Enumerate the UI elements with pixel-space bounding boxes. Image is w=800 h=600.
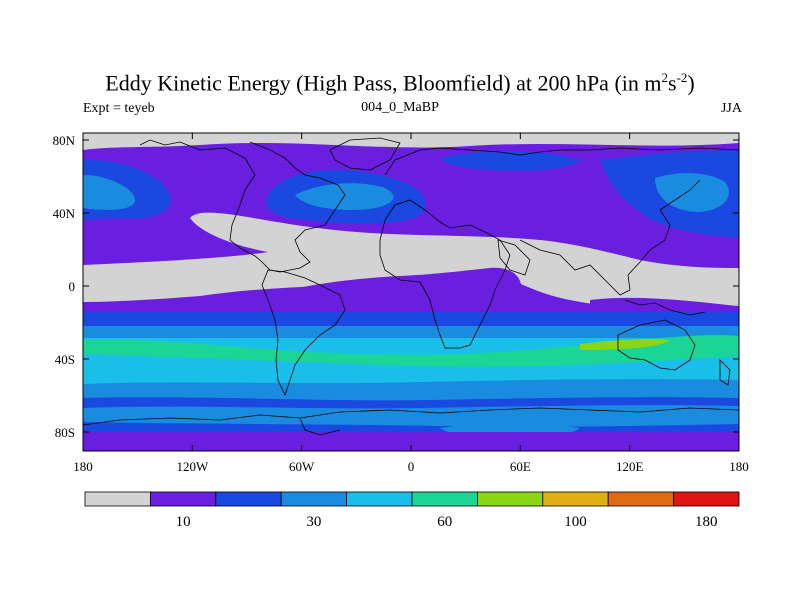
x-tick-label: 120W — [176, 459, 209, 474]
colorbar-swatch — [149, 491, 217, 507]
asia-coast — [519, 179, 701, 296]
greenland-coast — [329, 137, 401, 171]
y-tick-label: 40N — [53, 206, 76, 221]
south-mid-blue-band — [83, 326, 739, 338]
antarctic-violet — [83, 432, 739, 451]
contour-field — [83, 133, 739, 451]
colorbar-label: 100 — [564, 514, 587, 530]
africa-violet-tongue — [262, 267, 522, 302]
south-yellow-green-core — [580, 339, 670, 350]
south-green-jet — [83, 335, 739, 367]
colorbar-swatch — [673, 491, 740, 507]
plot-subtitle: 004_0_MaBP — [361, 100, 439, 115]
asia-north-light-blue — [655, 173, 729, 212]
australia-coast — [617, 319, 696, 371]
arctic-gray-band — [83, 133, 739, 150]
experiment-label: Expt = teyeb — [83, 101, 155, 116]
title-sup-1: 2 — [661, 70, 669, 85]
plot-title: Eddy Kinetic Energy (High Pass, Bloomfie… — [0, 70, 800, 96]
arabia-coast — [497, 239, 531, 276]
season-label: JJA — [720, 101, 742, 116]
colorbar-swatch — [542, 491, 609, 507]
tropical-gray-band — [83, 212, 739, 311]
colorbar-label: 10 — [176, 514, 191, 530]
south-high-lat-light-blue — [83, 405, 739, 427]
x-tick-label: 120E — [616, 459, 644, 474]
x-tick-label: 0 — [408, 459, 415, 474]
title-sup-2: -2 — [676, 70, 688, 85]
colorbar-swatch — [280, 491, 348, 507]
pacific-north-light-blue — [83, 174, 135, 210]
y-tick-label: 0 — [69, 279, 76, 294]
europe-africa-coast — [384, 147, 739, 176]
colorbar-swatch — [215, 491, 282, 507]
colorbar-label: 180 — [695, 514, 718, 530]
y-tick-label: 40S — [55, 352, 75, 367]
new-zealand-coast — [719, 359, 731, 386]
y-tick-label: 80N — [53, 133, 76, 148]
colorbar: 10 30 60 100 180 — [84, 491, 740, 530]
x-tick-label: 60E — [510, 459, 531, 474]
colorbar-label: 30 — [306, 514, 321, 530]
indian-violet-tongue — [590, 297, 739, 312]
antarctica-coast — [83, 407, 739, 426]
africa-coast — [379, 199, 511, 349]
colorbar-swatch — [411, 491, 478, 507]
colorbar-swatch — [476, 491, 544, 507]
colorbar-label: 60 — [437, 514, 452, 530]
y-tick-label: 80S — [55, 425, 75, 440]
europe-north-blue — [440, 151, 580, 171]
south-blue-band — [83, 312, 739, 326]
colorbar-swatch — [84, 491, 151, 507]
colorbar-swatch — [346, 491, 413, 507]
antarctica-coast-inner — [299, 417, 341, 436]
x-tick-label: 180 — [73, 459, 93, 474]
title-mid: s — [668, 70, 677, 96]
south-america-coast — [261, 269, 346, 397]
title-close: ) — [687, 70, 695, 96]
maritime-continent-coast — [624, 299, 706, 316]
title-main: Eddy Kinetic Energy (High Pass, Bloomfie… — [105, 70, 662, 96]
coastlines — [83, 137, 739, 436]
x-tick-label: 180 — [729, 459, 749, 474]
x-tick-label: 60W — [289, 459, 315, 474]
axis-ticks: 180 120W 60W 0 60E 120E 180 80N 40N 0 40S 80S — [53, 133, 749, 474]
colorbar-swatch — [607, 491, 675, 507]
